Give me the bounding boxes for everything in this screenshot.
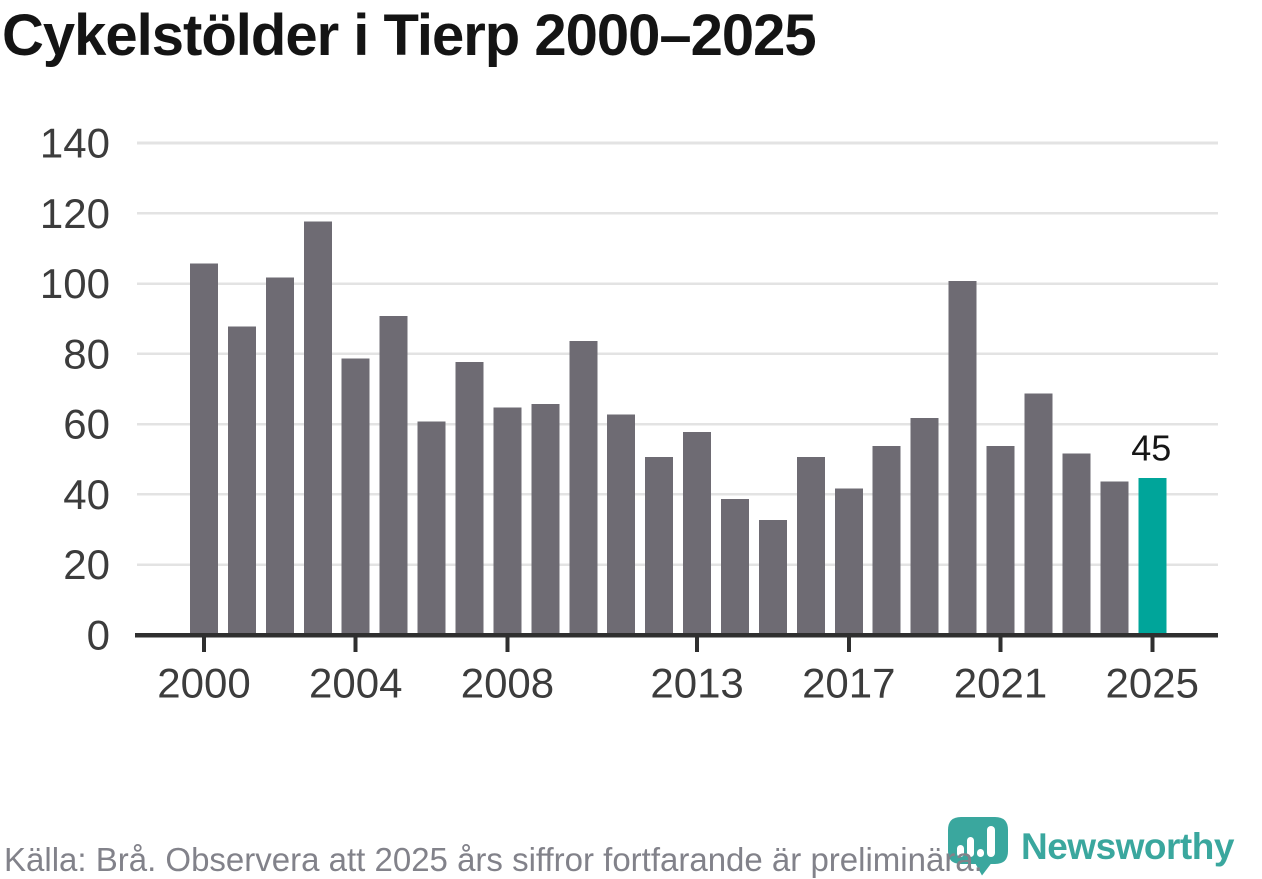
bar-2022 [1024,393,1053,636]
x-axis-label-2021: 2021 [954,660,1047,707]
bar-2009 [531,404,560,636]
bar-2006 [417,421,446,636]
y-axis-label-0: 0 [87,612,110,659]
bar-2023 [1062,453,1091,636]
y-axis-label-60: 60 [63,401,110,448]
y-axis-label-120: 120 [40,190,110,237]
bar-2012 [645,456,674,636]
bar-2007 [455,361,484,636]
y-axis-label-140: 140 [40,120,110,167]
bar-2015 [758,520,787,636]
bar-2025 [1138,477,1167,636]
speech-bubble-tail [974,861,993,876]
bar-2024 [1100,481,1129,636]
bar-2011 [607,414,636,636]
bar-2010 [569,340,598,636]
bar-2013 [683,432,712,636]
bar-2017 [834,488,863,636]
chart-title: Cykelstölder i Tierp 2000–2025 [2,3,817,68]
bar-2000 [190,263,218,636]
bar-2014 [721,498,750,636]
bar-2008 [493,407,522,636]
highlight-value-label: 45 [1131,427,1171,468]
bar-2002 [265,277,294,636]
y-axis-label-100: 100 [40,260,110,307]
bar-2020 [948,281,977,636]
newsworthy-logo-icon [948,817,1008,876]
source-note: Källa: Brå. Observera att 2025 års siffr… [4,841,983,878]
newsworthy-wordmark: Newsworthy [1021,826,1234,867]
x-axis-label-2025: 2025 [1106,660,1199,707]
bar-2018 [872,446,901,636]
bar-2003 [303,221,332,637]
bar-2004 [341,358,370,636]
logo-bar-4 [987,826,995,857]
logo-bar-2 [967,837,974,857]
bar-2021 [986,446,1015,636]
x-axis-label-2013: 2013 [650,660,743,707]
y-axis-label-80: 80 [63,330,110,377]
bar-2005 [379,316,408,636]
y-axis-label-20: 20 [63,541,110,588]
x-axis-label-2000: 2000 [157,660,250,707]
bar-2016 [796,456,825,636]
logo-bar-1 [957,845,964,857]
x-axis-label-2004: 2004 [309,660,402,707]
logo-bar-3 [977,849,984,857]
bar-2001 [227,326,256,636]
x-axis-label-2017: 2017 [802,660,895,707]
bar-2019 [910,418,939,636]
y-axis-label-40: 40 [63,471,110,518]
x-axis-label-2008: 2008 [461,660,554,707]
